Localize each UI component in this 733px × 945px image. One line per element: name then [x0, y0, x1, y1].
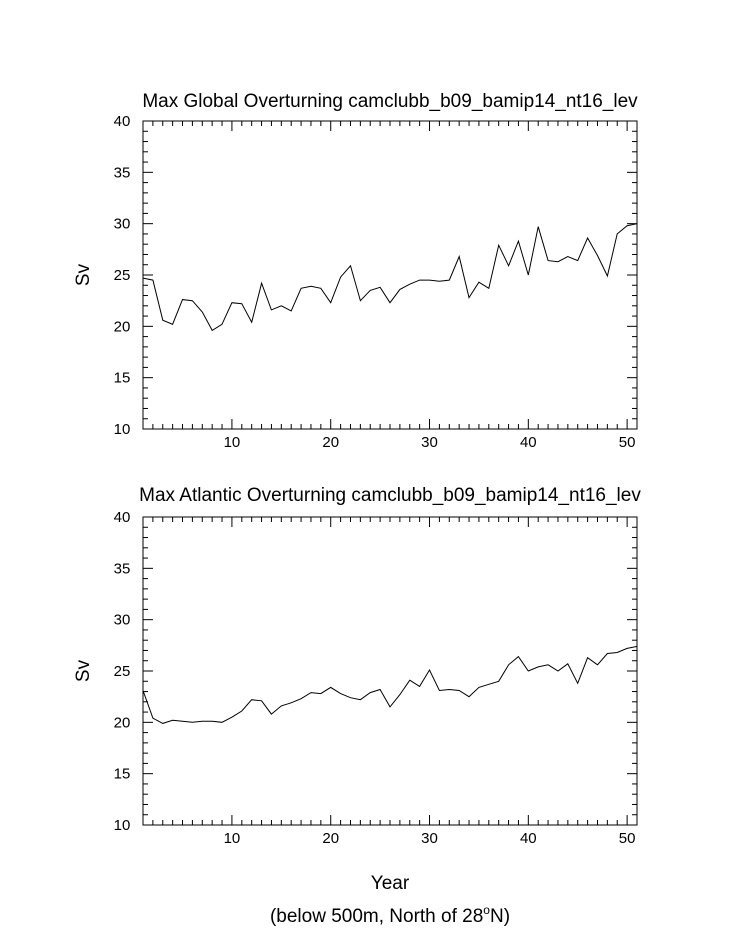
global-overturning-line: [142, 223, 638, 332]
global-y-tick-label: 30: [114, 216, 131, 233]
global-y-tick-label: 40: [114, 113, 131, 130]
global-overturning-panel: Max Global Overturning camclubb_b09_bami…: [73, 91, 638, 451]
atlantic-chart-title: Max Atlantic Overturning camclubb_b09_ba…: [139, 485, 641, 506]
global-ticks: [142, 120, 638, 430]
atlantic-overturning-line: [142, 645, 638, 724]
atlantic-y-tick-label: 25: [114, 663, 131, 680]
global-y-tick-label: 20: [114, 318, 131, 335]
atlantic-y-tick-label: 35: [114, 560, 131, 577]
atlantic-x-tick-label: 20: [322, 830, 339, 847]
atlantic-x-tick-label: 10: [224, 830, 241, 847]
atlantic-y-tick-label: 10: [114, 817, 131, 834]
global-y-tick-label: 10: [114, 421, 131, 438]
global-x-tick-label: 30: [421, 434, 438, 451]
atlantic-y-axis-label: Sv: [73, 659, 94, 682]
atlantic-y-tick-label: 30: [114, 612, 131, 629]
global-x-tick-label: 20: [322, 434, 339, 451]
atlantic-ticks: [142, 516, 638, 826]
global-x-tick-label: 10: [224, 434, 241, 451]
atlantic-tick-labels: 10 20 30 40 50 10 15 20 25 30 35 40: [114, 509, 636, 847]
region-note-text: (below 500m, North of 28: [270, 906, 483, 927]
atlantic-overturning-panel: Max Atlantic Overturning camclubb_b09_ba…: [73, 485, 641, 847]
atlantic-y-tick-label: 40: [114, 509, 131, 526]
atlantic-y-tick-label: 15: [114, 766, 131, 783]
global-plot-frame: [142, 120, 638, 430]
global-tick-labels: 10 20 30 40 50 10 15 20 25 30 35 40: [114, 113, 636, 451]
global-y-tick-label: 15: [114, 370, 131, 387]
atlantic-x-tick-label: 40: [520, 830, 537, 847]
atlantic-x-tick-label: 50: [619, 830, 636, 847]
global-y-tick-label: 25: [114, 267, 131, 284]
global-chart-title: Max Global Overturning camclubb_b09_bami…: [142, 91, 638, 112]
region-note: (below 500m, North of 28oN): [270, 903, 510, 927]
global-y-tick-label: 35: [114, 164, 131, 181]
atlantic-y-tick-label: 20: [114, 714, 131, 731]
x-axis-label: Year: [371, 873, 410, 894]
region-note-degree: o: [483, 903, 490, 917]
global-x-tick-label: 50: [619, 434, 636, 451]
atlantic-x-tick-label: 30: [421, 830, 438, 847]
atlantic-plot-frame: [142, 516, 638, 826]
global-x-tick-label: 40: [520, 434, 537, 451]
global-y-axis-label: Sv: [73, 263, 94, 286]
region-note-tail: N): [490, 906, 510, 927]
